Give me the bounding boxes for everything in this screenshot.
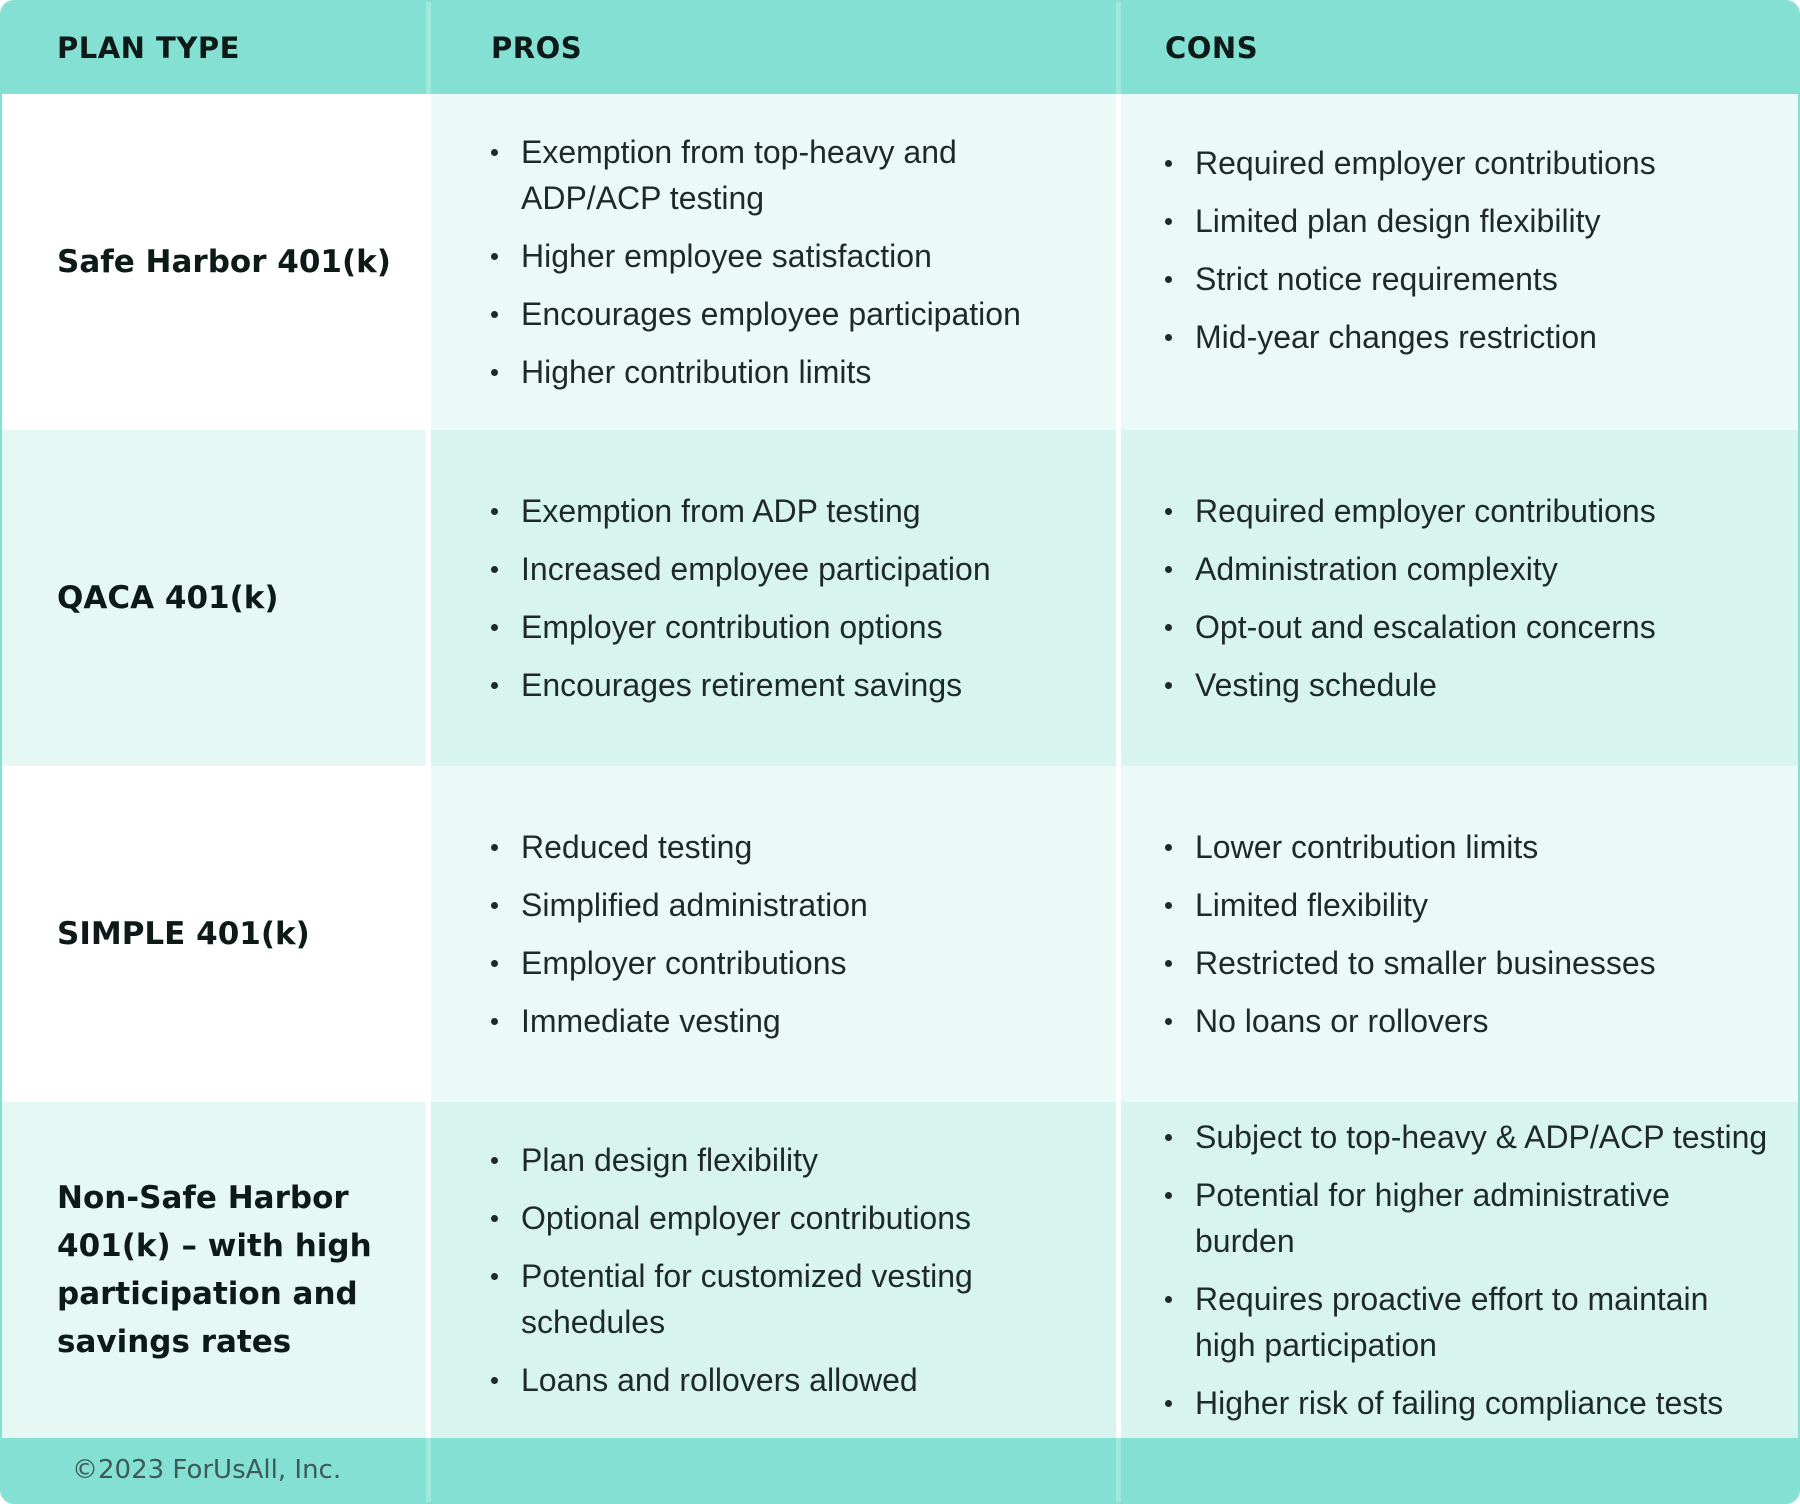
plan-name-simple: SIMPLE 401(k)	[2, 766, 426, 1102]
plan-name-qaca: QACA 401(k)	[2, 430, 426, 766]
list-item: Employer contribution options	[491, 604, 991, 650]
header-pros: PROS	[426, 2, 1116, 94]
list-item: Higher contribution limits	[491, 349, 1092, 395]
pros-list: Plan design flexibility Optional employe…	[491, 1137, 1092, 1403]
list-item: Requires proactive effort to maintain hi…	[1165, 1276, 1774, 1368]
list-item: Lower contribution limits	[1165, 824, 1656, 870]
pros-cell-non-safe-harbor: Plan design flexibility Optional employe…	[426, 1102, 1116, 1438]
list-item: Simplified administration	[491, 882, 868, 928]
list-item: Plan design flexibility	[491, 1137, 1092, 1183]
list-item: No loans or rollovers	[1165, 998, 1656, 1044]
list-item: Required employer contributions	[1165, 140, 1656, 186]
footer-spacer	[426, 1438, 1116, 1502]
plan-name-safe-harbor: Safe Harbor 401(k)	[2, 94, 426, 430]
list-item: Encourages retirement savings	[491, 662, 991, 708]
list-item: Encourages employee participation	[491, 291, 1092, 337]
cons-cell-simple: Lower contribution limits Limited flexib…	[1116, 766, 1798, 1102]
cons-list: Required employer contributions Limited …	[1165, 140, 1656, 360]
pros-list: Exemption from top-heavy and ADP/ACP tes…	[491, 129, 1092, 395]
list-item: Optional employer contributions	[491, 1195, 1092, 1241]
list-item: Exemption from top-heavy and ADP/ACP tes…	[491, 129, 1092, 221]
pros-cell-safe-harbor: Exemption from top-heavy and ADP/ACP tes…	[426, 94, 1116, 430]
list-item: Reduced testing	[491, 824, 868, 870]
list-item: Administration complexity	[1165, 546, 1656, 592]
cons-list: Required employer contributions Administ…	[1165, 488, 1656, 708]
pros-cell-simple: Reduced testing Simplified administratio…	[426, 766, 1116, 1102]
list-item: Limited plan design flexibility	[1165, 198, 1656, 244]
list-item: Exemption from ADP testing	[491, 488, 991, 534]
header-plan-type: PLAN TYPE	[2, 2, 426, 94]
list-item: Higher risk of failing compliance tests	[1165, 1380, 1774, 1426]
list-item: Immediate vesting	[491, 998, 868, 1044]
cons-cell-non-safe-harbor: Subject to top-heavy & ADP/ACP testing P…	[1116, 1102, 1798, 1438]
list-item: Potential for higher administrative burd…	[1165, 1172, 1774, 1264]
list-item: Loans and rollovers allowed	[491, 1357, 1092, 1403]
header-cons: CONS	[1116, 2, 1798, 94]
list-item: Opt-out and escalation concerns	[1165, 604, 1656, 650]
list-item: Increased employee participation	[491, 546, 991, 592]
list-item: Potential for customized vesting schedul…	[491, 1253, 1092, 1345]
cons-list: Lower contribution limits Limited flexib…	[1165, 824, 1656, 1044]
copyright-notice: ©2023 ForUsAll, Inc.	[2, 1438, 426, 1502]
list-item: Limited flexibility	[1165, 882, 1656, 928]
list-item: Subject to top-heavy & ADP/ACP testing	[1165, 1114, 1774, 1160]
pros-list: Reduced testing Simplified administratio…	[491, 824, 868, 1044]
list-item: Employer contributions	[491, 940, 868, 986]
cons-cell-safe-harbor: Required employer contributions Limited …	[1116, 94, 1798, 430]
pros-cell-qaca: Exemption from ADP testing Increased emp…	[426, 430, 1116, 766]
plan-name-non-safe-harbor: Non-Safe Harbor 401(k) – with high parti…	[2, 1102, 426, 1438]
cons-cell-qaca: Required employer contributions Administ…	[1116, 430, 1798, 766]
footer-spacer	[1116, 1438, 1798, 1502]
list-item: Restricted to smaller businesses	[1165, 940, 1656, 986]
list-item: Mid-year changes restriction	[1165, 314, 1656, 360]
list-item: Vesting schedule	[1165, 662, 1656, 708]
list-item: Required employer contributions	[1165, 488, 1656, 534]
list-item: Higher employee satisfaction	[491, 233, 1092, 279]
list-item: Strict notice requirements	[1165, 256, 1656, 302]
cons-list: Subject to top-heavy & ADP/ACP testing P…	[1165, 1114, 1774, 1426]
pros-list: Exemption from ADP testing Increased emp…	[491, 488, 991, 708]
